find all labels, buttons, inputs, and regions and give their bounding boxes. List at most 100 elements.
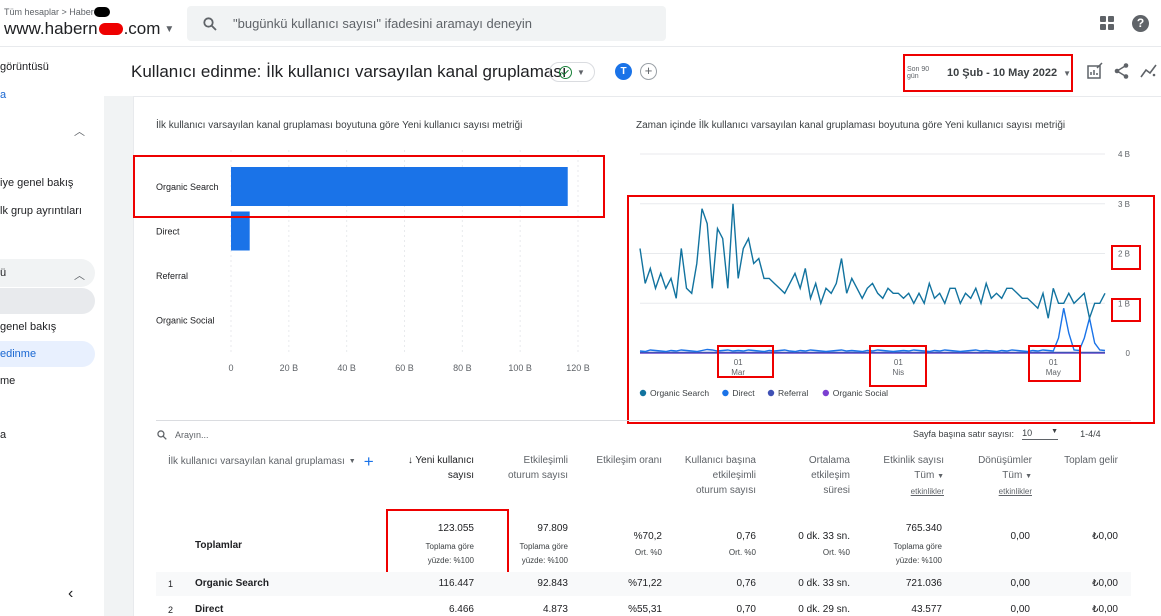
caret-down-icon: ▼ [1051,428,1059,435]
chevron-up-icon[interactable]: ︿ [74,126,85,138]
add-comparison-icon[interactable]: + [640,63,657,80]
y-tick-label: 0 [1126,349,1131,358]
column-header-new-users[interactable]: ↓ Yeni kullanıcı sayısı [407,455,474,481]
category-label: Organic Search [156,182,219,192]
row-cell: 92.843 [537,578,568,589]
totals-label: Toplamlar [195,540,243,551]
legend-label: Direct [732,388,755,398]
x-tick-month: May [1046,368,1061,377]
row-dimension-value[interactable]: Organic Search [195,578,269,589]
rows-per-page-label: Sayfa başına satır sayısı: [913,429,1015,439]
comparison-avatar[interactable]: T [615,63,632,80]
legend-marker [722,389,729,397]
x-tick-month: Mar [731,368,745,377]
collapse-sidebar-icon[interactable]: ‹ [68,585,74,602]
sidebar-item-other[interactable]: a [0,429,7,441]
caret-down-icon: ▼ [577,67,585,77]
page-title: Kullanıcı edinme: İlk kullanıcı varsayıl… [131,62,567,81]
annotation-box [1028,345,1081,382]
category-label: Direct [156,227,180,237]
sidebar-item-retention-overview[interactable]: iye genel bakış [0,177,74,189]
date-range-picker[interactable]: Son 90 gün 10 Şub - 10 May 2022 ▼ [903,54,1073,92]
totals-value: 765.340 [905,523,942,534]
help-icon[interactable]: ? [1132,15,1149,32]
customize-report-icon[interactable] [1086,62,1104,80]
line-chart-title: Zaman içinde İlk kullanıcı varsayılan ka… [636,120,1066,131]
add-dimension-icon[interactable]: + [363,451,374,471]
x-tick-day: 01 [734,358,743,367]
bar-chart: 0 20 B 40 B 60 B 80 B 100 B 120 B Organic Searc… [156,150,590,373]
sidebar-section-acquisition[interactable]: ü [0,259,95,287]
dimension-column-label: İlk kullanıcı varsayılan kanal gruplamas… [168,456,345,467]
chevron-up-icon[interactable]: ︿ [74,270,85,282]
x-tick-month: Nis [893,368,905,377]
row-number: 2 [168,605,174,615]
sidebar-item-overview[interactable]: görüntüsü [0,61,49,73]
search-bar[interactable] [187,6,666,41]
redaction-mark [93,7,110,17]
bar [231,211,250,251]
apps-grid-icon[interactable] [1100,16,1114,30]
column-header-engaged-sessions-per-user[interactable]: Kullanıcı başına etkileşimli oturum sayı… [684,455,756,496]
dimension-column-header[interactable]: İlk kullanıcı varsayılan kanal gruplamas… [168,451,374,471]
sidebar-item-traffic-acquisition[interactable]: me [0,375,16,387]
totals-value: 0 dk. 33 sn. [798,531,850,542]
search-input[interactable] [233,16,653,31]
row-cell: 0 dk. 29 sn. [798,604,850,615]
legend-label: Organic Social [833,388,888,398]
category-label: Referral [156,271,188,281]
redaction-mark [98,23,123,35]
account-selector[interactable]: Tüm hesaplar > Haber www.habern .com ▼ [4,7,174,39]
annotation-box [869,345,927,387]
totals-sub: Ort. %0 [822,548,850,557]
property-name[interactable]: www.habern .com ▼ [4,19,174,39]
rows-per-page-select[interactable]: 10 ▼ [1022,428,1059,440]
series-line [639,203,1106,321]
column-header-engaged-sessions[interactable]: Etkileşimli oturum sayısı [507,455,568,481]
sidebar-item-cohort-details[interactable]: lk grup ayrıntıları [0,205,82,217]
x-tick-label: 40 B [337,363,356,373]
table-search[interactable] [157,430,255,440]
row-cell: 43.577 [911,604,942,615]
sidebar-item-label: edinme [0,348,37,360]
column-header-avg-engagement-time[interactable]: Ortalama etkileşim süresi [808,455,850,496]
sidebar-item-acquisition-overview[interactable]: genel bakış [0,321,57,333]
divider [156,420,1131,421]
row-cell: 0,76 [736,578,756,589]
column-header-filter[interactable]: etkinlikler [910,487,944,496]
sidebar-item-realtime[interactable]: a [0,89,7,101]
bar [231,167,568,206]
row-cell: 0,00 [1010,604,1030,615]
row-cell: 116.447 [438,578,474,589]
share-icon[interactable] [1113,62,1131,80]
column-header-total-revenue[interactable]: Toplam gelir [1064,455,1118,466]
legend-label: Referral [778,388,808,398]
report-status-chip[interactable]: ▼ [549,62,595,82]
column-header-engagement-rate[interactable]: Etkileşim oranı [596,455,662,466]
page-header: Kullanıcı edinme: İlk kullanıcı varsayıl… [104,48,1161,96]
table-search-input[interactable] [175,430,255,440]
annotation-box [1111,298,1141,322]
property-name-left: www.habern [4,19,98,38]
totals-value: 0,00 [1010,531,1030,542]
row-cell: ₺0,00 [1092,604,1118,615]
annotation-box [1111,245,1141,270]
legend-marker [822,389,829,397]
column-header-filter[interactable]: etkinlikler [998,487,1032,496]
row-dimension-value[interactable]: Direct [195,604,224,615]
column-header-conversions[interactable]: Dönüşümler Tüm ▼ etkinlikler [978,455,1032,496]
table-row[interactable] [156,572,1131,596]
row-cell: %71,22 [628,578,662,589]
x-tick-day: 01 [1049,358,1058,367]
totals-value: 97.809 [537,523,568,534]
legend-label: Organic Search [650,388,709,398]
column-header-event-count[interactable]: Etkinlik sayısı Tüm ▼ etkinlikler [883,455,944,496]
date-range-preset: Son 90 gün [907,66,930,80]
insights-icon[interactable] [1140,62,1158,80]
rows-per-page-value: 10 [1022,428,1033,438]
totals-sub: Ort. %0 [728,548,756,557]
breadcrumb: Tüm hesaplar > Haber [4,7,174,17]
sidebar-item-user-acquisition[interactable]: edinme [0,341,95,367]
row-cell: ₺0,00 [1092,578,1118,589]
sidebar-item-blank[interactable] [0,288,95,314]
